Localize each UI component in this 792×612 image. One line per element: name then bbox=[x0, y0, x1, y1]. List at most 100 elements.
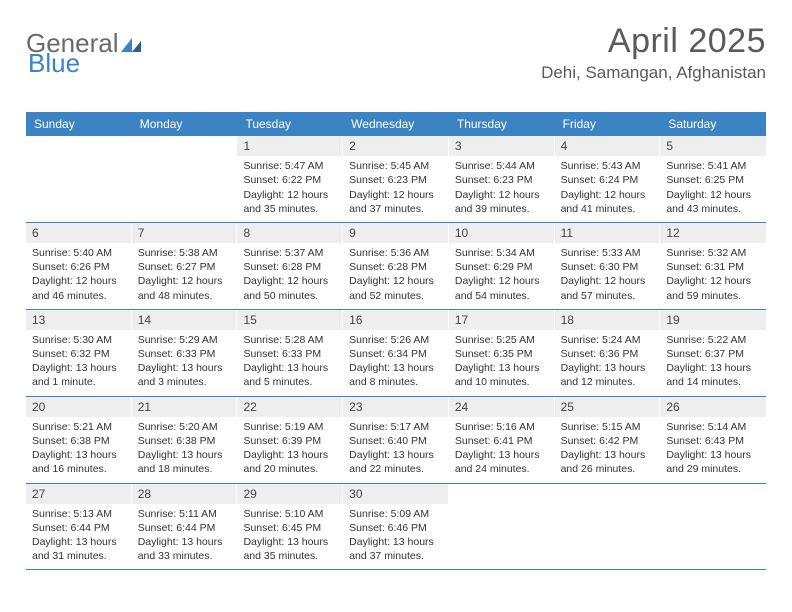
sunset-text: Sunset: 6:27 PM bbox=[138, 260, 232, 274]
day-header: Wednesday bbox=[343, 112, 449, 136]
daylight-text: Daylight: 12 hours and 57 minutes. bbox=[561, 274, 655, 302]
sunrise-text: Sunrise: 5:34 AM bbox=[455, 246, 549, 260]
day-number: 3 bbox=[449, 136, 555, 156]
calendar-cell: 1Sunrise: 5:47 AMSunset: 6:22 PMDaylight… bbox=[237, 136, 343, 222]
cell-body: Sunrise: 5:32 AMSunset: 6:31 PMDaylight:… bbox=[660, 243, 766, 309]
sunset-text: Sunset: 6:24 PM bbox=[561, 173, 655, 187]
daylight-text: Daylight: 13 hours and 35 minutes. bbox=[243, 535, 337, 563]
calendar-cell: 6Sunrise: 5:40 AMSunset: 6:26 PMDaylight… bbox=[26, 223, 132, 309]
sunset-text: Sunset: 6:39 PM bbox=[243, 434, 337, 448]
cell-body: Sunrise: 5:26 AMSunset: 6:34 PMDaylight:… bbox=[343, 330, 449, 396]
daylight-text: Daylight: 13 hours and 12 minutes. bbox=[561, 361, 655, 389]
sunrise-text: Sunrise: 5:44 AM bbox=[455, 159, 549, 173]
sunset-text: Sunset: 6:33 PM bbox=[243, 347, 337, 361]
sunset-text: Sunset: 6:38 PM bbox=[32, 434, 126, 448]
daylight-text: Daylight: 12 hours and 59 minutes. bbox=[666, 274, 760, 302]
cell-body: Sunrise: 5:28 AMSunset: 6:33 PMDaylight:… bbox=[237, 330, 343, 396]
daylight-text: Daylight: 13 hours and 33 minutes. bbox=[138, 535, 232, 563]
sunrise-text: Sunrise: 5:37 AM bbox=[243, 246, 337, 260]
sunset-text: Sunset: 6:31 PM bbox=[666, 260, 760, 274]
daylight-text: Daylight: 12 hours and 41 minutes. bbox=[561, 188, 655, 216]
daylight-text: Daylight: 13 hours and 8 minutes. bbox=[349, 361, 443, 389]
daylight-text: Daylight: 13 hours and 29 minutes. bbox=[666, 448, 760, 476]
logo-icon bbox=[121, 28, 143, 59]
day-number: 15 bbox=[237, 310, 343, 330]
sunrise-text: Sunrise: 5:14 AM bbox=[666, 420, 760, 434]
cell-body: Sunrise: 5:33 AMSunset: 6:30 PMDaylight:… bbox=[555, 243, 661, 309]
day-number: 7 bbox=[132, 223, 238, 243]
calendar-cell bbox=[555, 484, 661, 570]
sunrise-text: Sunrise: 5:36 AM bbox=[349, 246, 443, 260]
sunrise-text: Sunrise: 5:17 AM bbox=[349, 420, 443, 434]
cell-body: Sunrise: 5:44 AMSunset: 6:23 PMDaylight:… bbox=[449, 156, 555, 222]
sunrise-text: Sunrise: 5:21 AM bbox=[32, 420, 126, 434]
calendar-cell: 18Sunrise: 5:24 AMSunset: 6:36 PMDayligh… bbox=[555, 310, 661, 396]
sunrise-text: Sunrise: 5:19 AM bbox=[243, 420, 337, 434]
calendar-cell: 8 Sunrise: 5:37 AMSunset: 6:28 PMDaylight… bbox=[237, 223, 343, 309]
day-number: 28 bbox=[132, 484, 238, 504]
daylight-text: Daylight: 12 hours and 35 minutes. bbox=[243, 188, 337, 216]
calendar-cell: 19Sunrise: 5:22 AMSunset: 6:37 PMDayligh… bbox=[660, 310, 766, 396]
day-header-row: SundayMondayTuesdayWednesdayThursdayFrid… bbox=[26, 112, 766, 136]
cell-body: Sunrise: 5:38 AMSunset: 6:27 PMDaylight:… bbox=[132, 243, 238, 309]
day-header: Saturday bbox=[660, 112, 766, 136]
cell-body: Sunrise: 5:15 AMSunset: 6:42 PMDaylight:… bbox=[555, 417, 661, 483]
title-block: April 2025 Dehi, Samangan, Afghanistan bbox=[541, 22, 766, 83]
sunset-text: Sunset: 6:45 PM bbox=[243, 521, 337, 535]
cell-body: Sunrise: 5:34 AMSunset: 6:29 PMDaylight:… bbox=[449, 243, 555, 309]
logo-text-blue: Blue bbox=[28, 48, 80, 78]
sunrise-text: Sunrise: 5:20 AM bbox=[138, 420, 232, 434]
sunset-text: Sunset: 6:43 PM bbox=[666, 434, 760, 448]
day-number: 8 bbox=[237, 223, 343, 243]
sunrise-text: Sunrise: 5:32 AM bbox=[666, 246, 760, 260]
calendar-cell: 7Sunrise: 5:38 AMSunset: 6:27 PMDaylight… bbox=[132, 223, 238, 309]
day-number: 25 bbox=[555, 397, 661, 417]
calendar-cell: 26Sunrise: 5:14 AMSunset: 6:43 PMDayligh… bbox=[660, 397, 766, 483]
sunrise-text: Sunrise: 5:09 AM bbox=[349, 507, 443, 521]
sunrise-text: Sunrise: 5:29 AM bbox=[138, 333, 232, 347]
sunrise-text: Sunrise: 5:33 AM bbox=[561, 246, 655, 260]
daylight-text: Daylight: 12 hours and 50 minutes. bbox=[243, 274, 337, 302]
sunset-text: Sunset: 6:38 PM bbox=[138, 434, 232, 448]
sunset-text: Sunset: 6:28 PM bbox=[349, 260, 443, 274]
daylight-text: Daylight: 13 hours and 20 minutes. bbox=[243, 448, 337, 476]
sunset-text: Sunset: 6:26 PM bbox=[32, 260, 126, 274]
sunrise-text: Sunrise: 5:28 AM bbox=[243, 333, 337, 347]
daylight-text: Daylight: 13 hours and 3 minutes. bbox=[138, 361, 232, 389]
sunrise-text: Sunrise: 5:40 AM bbox=[32, 246, 126, 260]
calendar-cell: 22 Sunrise: 5:19 AMSunset: 6:39 PMDayligh… bbox=[237, 397, 343, 483]
day-header: Monday bbox=[132, 112, 238, 136]
day-number: 2 bbox=[343, 136, 449, 156]
sunset-text: Sunset: 6:29 PM bbox=[455, 260, 549, 274]
daylight-text: Daylight: 13 hours and 31 minutes. bbox=[32, 535, 126, 563]
calendar-cell: 9 Sunrise: 5:36 AMSunset: 6:28 PMDaylight… bbox=[343, 223, 449, 309]
day-number: 24 bbox=[449, 397, 555, 417]
sunset-text: Sunset: 6:28 PM bbox=[243, 260, 337, 274]
calendar-cell bbox=[132, 136, 238, 222]
cell-body: Sunrise: 5:10 AMSunset: 6:45 PMDaylight:… bbox=[237, 504, 343, 570]
sunset-text: Sunset: 6:23 PM bbox=[455, 173, 549, 187]
calendar-cell: 16Sunrise: 5:26 AMSunset: 6:34 PMDayligh… bbox=[343, 310, 449, 396]
sunset-text: Sunset: 6:36 PM bbox=[561, 347, 655, 361]
day-number: 29 bbox=[237, 484, 343, 504]
daylight-text: Daylight: 12 hours and 48 minutes. bbox=[138, 274, 232, 302]
daylight-text: Daylight: 13 hours and 18 minutes. bbox=[138, 448, 232, 476]
day-number: 20 bbox=[26, 397, 132, 417]
day-number: 11 bbox=[555, 223, 661, 243]
month-title: April 2025 bbox=[541, 22, 766, 61]
day-number: 9 bbox=[343, 223, 449, 243]
week-row: 27Sunrise: 5:13 AMSunset: 6:44 PMDayligh… bbox=[26, 484, 766, 571]
cell-body: Sunrise: 5:43 AMSunset: 6:24 PMDaylight:… bbox=[555, 156, 661, 222]
calendar-cell: 30Sunrise: 5:09 AMSunset: 6:46 PMDayligh… bbox=[343, 484, 449, 570]
week-row: 20Sunrise: 5:21 AMSunset: 6:38 PMDayligh… bbox=[26, 397, 766, 484]
sunrise-text: Sunrise: 5:16 AM bbox=[455, 420, 549, 434]
sunrise-text: Sunrise: 5:38 AM bbox=[138, 246, 232, 260]
daylight-text: Daylight: 12 hours and 52 minutes. bbox=[349, 274, 443, 302]
daylight-text: Daylight: 13 hours and 10 minutes. bbox=[455, 361, 549, 389]
daylight-text: Daylight: 13 hours and 14 minutes. bbox=[666, 361, 760, 389]
calendar-cell: 20Sunrise: 5:21 AMSunset: 6:38 PMDayligh… bbox=[26, 397, 132, 483]
day-number: 22 bbox=[237, 397, 343, 417]
cell-body: Sunrise: 5:47 AMSunset: 6:22 PMDaylight:… bbox=[237, 156, 343, 222]
sunset-text: Sunset: 6:32 PM bbox=[32, 347, 126, 361]
calendar-cell: 21Sunrise: 5:20 AMSunset: 6:38 PMDayligh… bbox=[132, 397, 238, 483]
